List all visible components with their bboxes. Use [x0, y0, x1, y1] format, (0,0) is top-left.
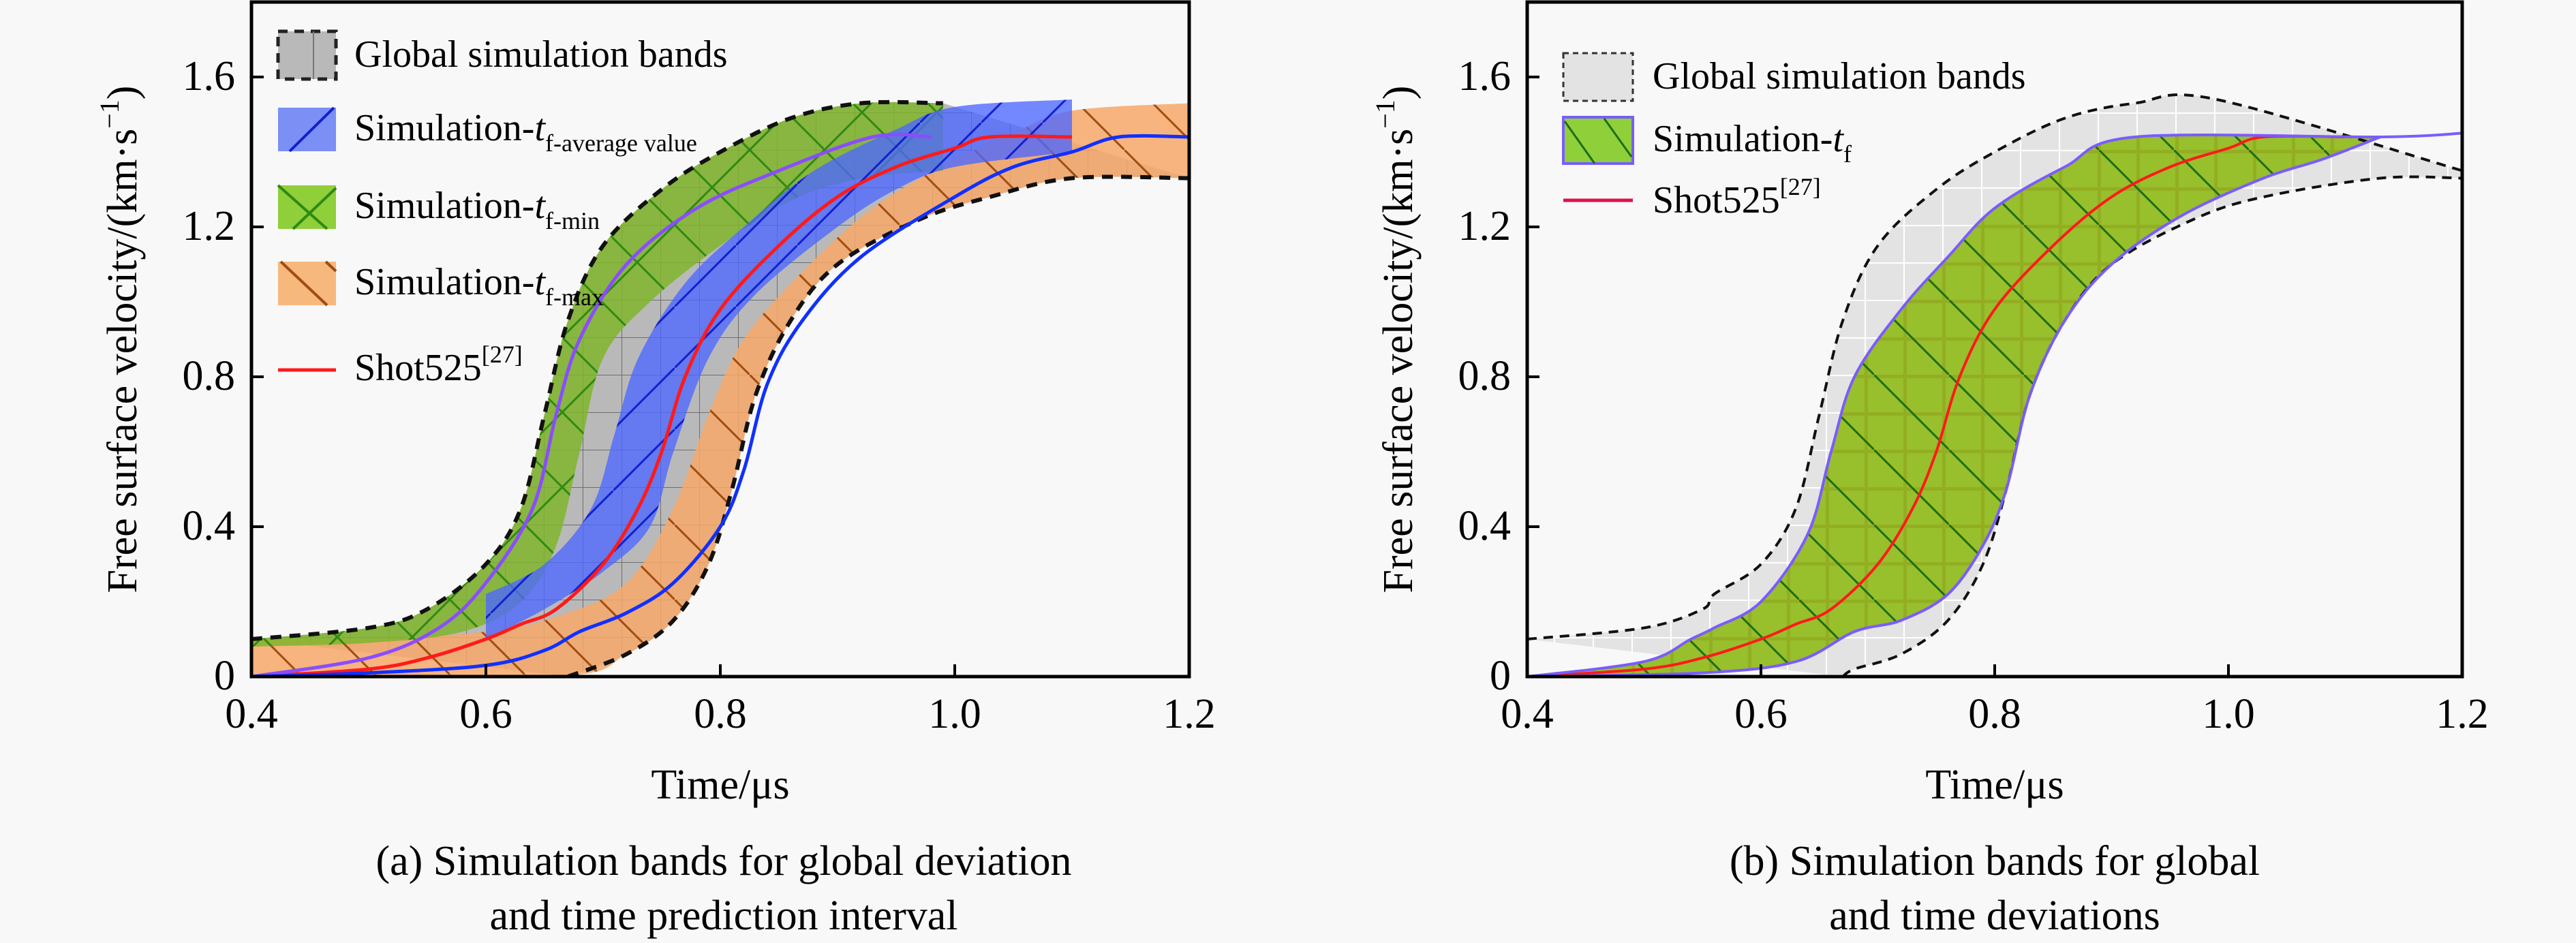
y-axis-title-main: Free surface velocity/(km·s	[1375, 129, 1422, 593]
y-tick-label: 0.4	[1458, 503, 1512, 549]
legend-label-italic: t	[534, 185, 546, 227]
legend-label: Global simulation bands	[1653, 55, 2026, 97]
legend-item-global: Global simulation bands	[276, 29, 728, 81]
x-tick-labels: 0.4 0.6 0.8 1.0 1.2	[1501, 691, 2489, 737]
x-tick-label: 1.2	[1163, 691, 1216, 737]
y-axis-title-sup: −1	[1370, 99, 1400, 129]
x-tick-label: 1.2	[2436, 691, 2489, 737]
band-tf-max-hatch	[251, 103, 1189, 677]
y-tick-labels: 0 0.4 0.8 1.2 1.6	[1458, 53, 1512, 699]
x-tick-label: 0.4	[225, 691, 278, 737]
y-axis-title-sup: −1	[94, 99, 125, 129]
y-tick-label: 1.6	[1458, 53, 1512, 99]
legend-label-main: Simulation-	[1653, 118, 1833, 160]
y-tick-label: 1.2	[1458, 203, 1512, 249]
chart-panel-a: 0.4 0.6 0.8 1.0 1.2 0 0.4 0.8 1.2 1.6 Ti…	[94, 0, 1216, 939]
x-tick-label: 0.8	[1968, 691, 2021, 737]
legend-label-sub: f	[1843, 140, 1852, 168]
legend-label-main: Simulation-	[354, 185, 534, 227]
legend-item-max: Simulation-tf-max	[278, 260, 604, 311]
legend-label: Simulation-tf	[1653, 118, 1852, 168]
lines-group	[251, 132, 1189, 677]
legend-item-min: Simulation-tf-min	[277, 184, 600, 234]
series-line-shot	[1527, 134, 2346, 677]
legend-label: Shot525[27]	[1653, 173, 1821, 221]
y-axis-title-main: Free surface velocity/(km·s	[99, 129, 146, 593]
legend-label: Simulation-tf-max	[354, 261, 604, 311]
legend-label-sup: [27]	[482, 341, 523, 368]
x-tick-label: 1.0	[2202, 691, 2255, 737]
legend-label: Simulation-tf-average value	[354, 107, 697, 157]
band-tf-hatch	[1527, 134, 2380, 677]
legend-item-tf: Simulation-tf	[1562, 116, 1852, 168]
x-tick-label: 0.6	[1734, 691, 1788, 737]
legend-swatch-hatch	[288, 106, 335, 153]
legend-label-main: Shot525	[354, 347, 482, 389]
legend-item-avg: Simulation-tf-average value	[278, 106, 697, 157]
legend-label-italic: t	[534, 107, 546, 149]
legend-label-sub: f-min	[545, 207, 600, 234]
series-line-tfedge	[1527, 132, 2462, 677]
legend-swatch-hatch	[277, 184, 337, 230]
lines-group	[1527, 132, 2462, 677]
legend-label: Global simulation bands	[354, 33, 728, 76]
caption-line-1: (b) Simulation bands for global	[1730, 838, 2260, 884]
legend-label-sub: f-max	[545, 283, 604, 311]
caption-line-2: and time prediction interval	[490, 893, 958, 939]
legend-label: Simulation-tf-min	[354, 185, 600, 234]
ticks-group	[250, 76, 1191, 678]
series-line-shot	[251, 134, 1073, 677]
x-tick-label: 1.0	[928, 691, 981, 737]
legend-label-sup: [27]	[1780, 173, 1821, 200]
legend: Global simulation bands Simulation-tf-av…	[276, 29, 728, 389]
y-tick-label: 0.8	[1458, 353, 1512, 399]
legend-label-italic: t	[1833, 118, 1844, 160]
x-axis-title: Time/μs	[651, 762, 789, 808]
y-axis-title-close: )	[99, 86, 146, 100]
caption-line-1: (a) Simulation bands for global deviatio…	[375, 838, 1071, 884]
legend-swatch-hatch	[279, 260, 337, 307]
global-band-lower-boundary	[567, 174, 1189, 677]
ticks-group	[1526, 76, 2464, 678]
legend-label-sub: f-average value	[545, 129, 697, 157]
legend-swatch	[1562, 52, 1634, 102]
x-axis-title: Time/μs	[1925, 762, 2064, 808]
y-axis-title: Free surface velocity/(km·s−1)	[94, 86, 146, 593]
y-tick-label: 0	[1490, 653, 1511, 699]
series-line-tfedge	[1527, 136, 2381, 677]
legend-swatch-hatch	[1563, 118, 1633, 164]
global-band-upper-boundary	[1527, 93, 2462, 640]
legend-swatch	[1562, 116, 1634, 165]
legend: Global simulation bands Simulation-tf Sh…	[1562, 52, 2026, 221]
y-tick-labels: 0 0.4 0.8 1.2 1.6	[183, 53, 236, 699]
legend-label-main: Simulation-	[354, 107, 534, 149]
y-tick-label: 1.2	[183, 203, 236, 249]
series-line-min	[251, 132, 932, 677]
x-tick-labels: 0.4 0.6 0.8 1.0 1.2	[225, 691, 1216, 737]
legend-label-main: Shot525	[1653, 179, 1780, 221]
legend-label-main: Simulation-	[354, 261, 534, 303]
global-band-upper-boundary	[251, 99, 943, 641]
legend-swatch	[276, 29, 338, 81]
y-axis-title: Free surface velocity/(km·s−1)	[1370, 86, 1422, 593]
caption-line-2: and time deviations	[1829, 893, 2160, 939]
band-tf-average-hatch	[486, 99, 1072, 639]
legend-item-shot: Shot525[27]	[278, 341, 523, 389]
y-tick-label: 0.8	[183, 353, 236, 399]
y-axis-title-close: )	[1375, 86, 1422, 100]
legend-label: Shot525[27]	[354, 341, 523, 389]
bands-group	[251, 99, 1189, 677]
chart-panel-b: 0.4 0.6 0.8 1.0 1.2 0 0.4 0.8 1.2 1.6 Ti…	[1370, 0, 2489, 939]
y-tick-label: 1.6	[183, 53, 236, 99]
y-tick-label: 0.4	[183, 503, 236, 549]
legend-item-shot: Shot525[27]	[1563, 173, 1821, 221]
x-tick-label: 0.6	[459, 691, 512, 737]
x-tick-label: 0.4	[1501, 691, 1554, 737]
legend-label-italic: t	[534, 261, 546, 303]
legend-item-global: Global simulation bands	[1562, 52, 2026, 102]
x-tick-label: 0.8	[694, 691, 747, 737]
y-tick-label: 0	[214, 653, 235, 699]
series-line-max	[251, 134, 1189, 677]
